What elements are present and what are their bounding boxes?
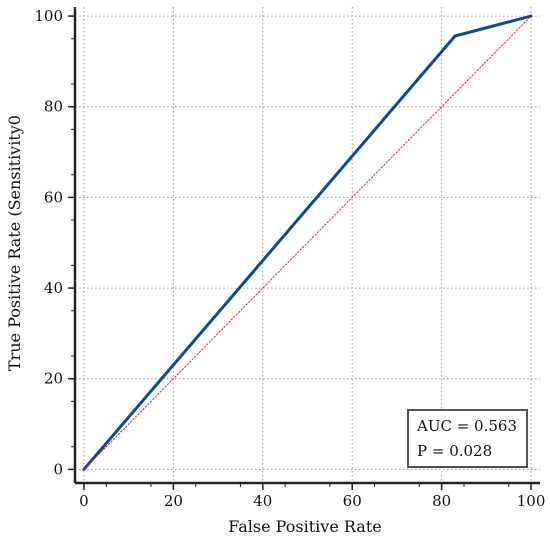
reference-diagonal [83,15,532,470]
annotation-frame [407,409,528,468]
ticks: 0 20 40 60 80 100 0 20 40 60 80 100 [34,7,545,510]
axes [73,7,540,485]
auc-value: AUC = 0.563 [416,417,517,435]
x-tick-label-1: 20 [164,492,183,510]
p-value: P = 0.028 [417,442,492,460]
x-axis-title: False Positive Rate [228,517,382,536]
y-tick-label-4: 80 [44,98,63,116]
y-tick-label-2: 40 [44,279,63,297]
y-tick-label-0: 0 [53,460,63,478]
x-tick-label-4: 80 [432,492,451,510]
x-tick-label-2: 40 [253,492,272,510]
y-tick-label-3: 60 [44,188,63,206]
x-tick-label-3: 60 [343,492,362,510]
y-tick-label-5: 100 [34,7,63,25]
auc-annotation-box: AUC = 0.563 P = 0.028 [407,409,528,468]
x-tick-label-5: 100 [517,492,546,510]
y-axis-title: True Positive Rate (Sensitivity0 [5,115,24,371]
series [82,14,533,471]
roc-curve [82,14,533,471]
x-tick-label-0: 0 [79,492,89,510]
y-tick-label-1: 20 [44,370,63,388]
grid [75,7,540,483]
